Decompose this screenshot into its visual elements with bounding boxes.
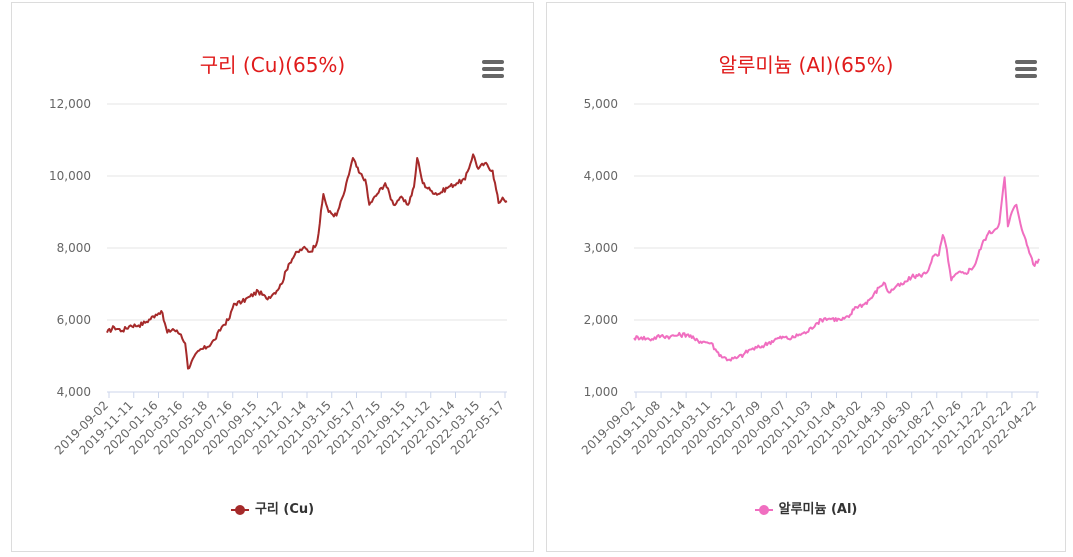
legend-label: 알루미늄 (Al): [778, 502, 858, 517]
y-tick-label: 1,000: [584, 385, 618, 399]
y-tick-label: 3,000: [584, 241, 618, 255]
y-tick-label: 2,000: [584, 313, 618, 327]
chart-legend[interactable]: 구리 (Cu): [12, 498, 533, 517]
series-line-0: [106, 153, 508, 370]
aluminum-line-chart: 1,0002,0003,0004,0005,0002019-09-022019-…: [579, 97, 1040, 457]
chart-legend[interactable]: 알루미늄 (Al): [547, 498, 1065, 517]
chart-title: 구리 (Cu)(65%): [199, 53, 346, 77]
hamburger-menu-icon[interactable]: [482, 60, 504, 78]
series-line-0: [633, 176, 1040, 362]
y-tick-label: 8,000: [57, 241, 91, 255]
chart-title: 알루미늄 (Al)(65%): [718, 53, 894, 77]
y-tick-label: 4,000: [584, 169, 618, 183]
y-tick-label: 5,000: [584, 97, 618, 111]
y-tick-label: 4,000: [57, 385, 91, 399]
hamburger-menu-icon[interactable]: [1015, 60, 1037, 78]
copper-line-chart: 4,0006,0008,00010,00012,0002019-09-02201…: [49, 97, 508, 457]
legend-marker-icon: [230, 504, 249, 515]
y-tick-label: 12,000: [49, 97, 91, 111]
aluminum-chart-panel: 알루미늄 (Al)(65%) 1,000 2,000 3,000 4,000 5,000…: [546, 2, 1066, 552]
legend-label: 구리 (Cu): [254, 502, 315, 517]
copper-chart-panel: 구리 (Cu)(65%) 4,000 6,000 8,000 10,000 12,000…: [11, 2, 534, 552]
y-tick-label: 10,000: [49, 169, 91, 183]
y-tick-label: 6,000: [57, 313, 91, 327]
legend-marker-icon: [754, 504, 773, 515]
